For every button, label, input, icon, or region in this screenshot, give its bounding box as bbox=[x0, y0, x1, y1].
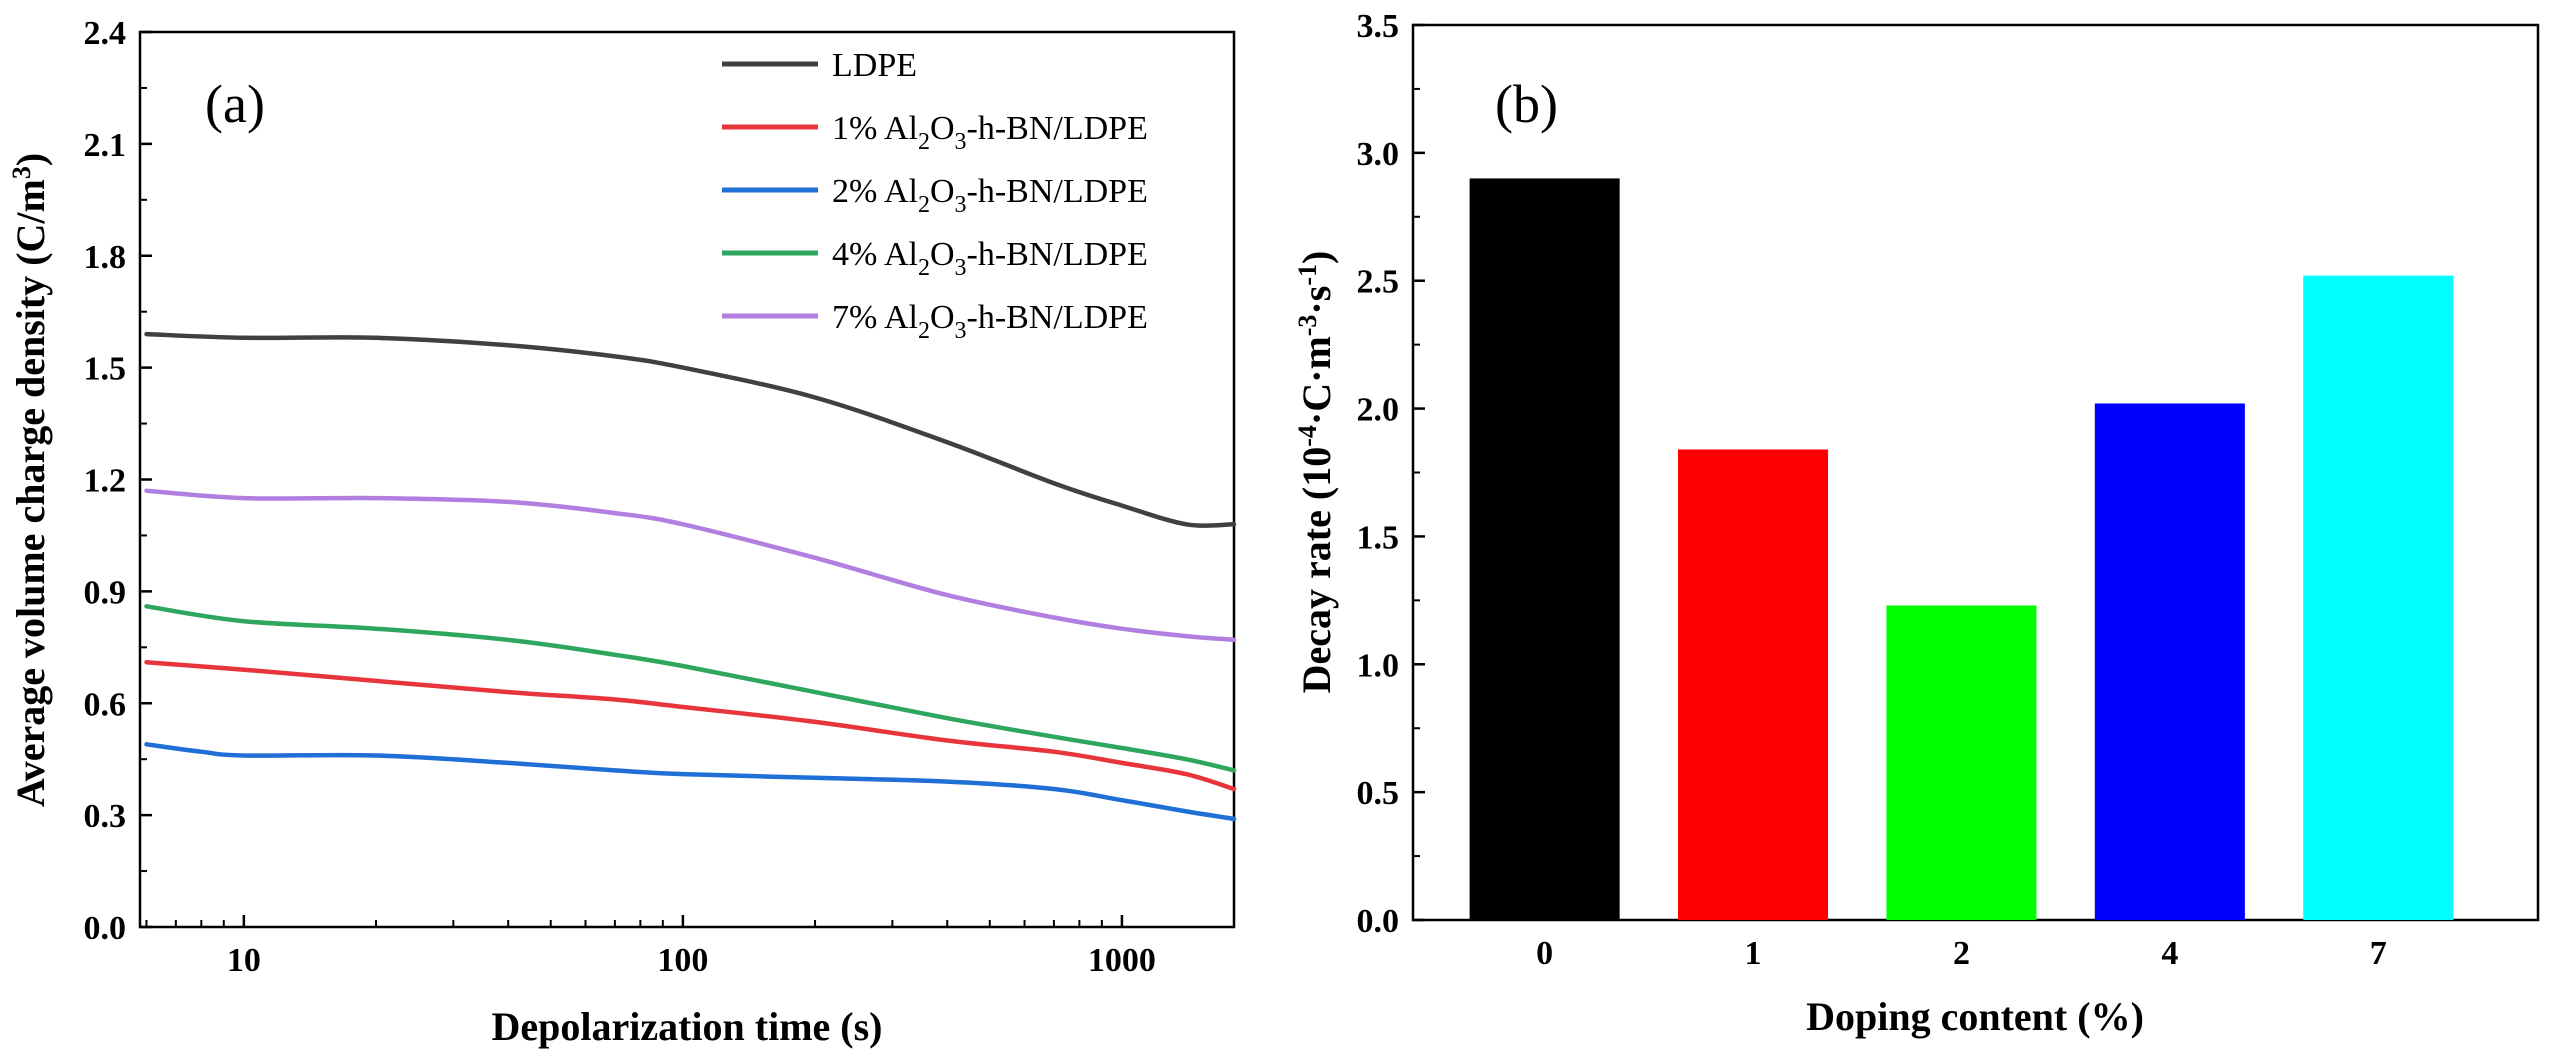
y-tick-label-a: 0.9 bbox=[84, 574, 127, 611]
y-axis-title-a: Average volume charge density (C/m3) bbox=[7, 153, 53, 807]
x-tick-label-b: 7 bbox=[2370, 935, 2387, 972]
bars bbox=[1469, 178, 2454, 921]
legend-label: 4% Al2O3-h-BN/LDPE bbox=[832, 236, 1148, 281]
panel-label-b: (b) bbox=[1495, 74, 1558, 134]
y-tick-label-a: 1.5 bbox=[84, 351, 127, 388]
bar bbox=[1469, 178, 1620, 920]
y-tick-label-a: 2.1 bbox=[84, 127, 127, 164]
panel-label-a: (a) bbox=[205, 74, 265, 134]
x-tick-label-a: 10 bbox=[227, 942, 261, 979]
series-line bbox=[144, 742, 1237, 822]
line-chart-panel: 0.0 0.3 0.6 0.9 1.2 1.5 1.8 2.1 2.4 10 100 1000 LDP… bbox=[7, 15, 1237, 1049]
y-tick-label-b: 0.0 bbox=[1357, 903, 1400, 940]
series-line bbox=[144, 331, 1237, 528]
y-tick-label-b: 1.0 bbox=[1357, 647, 1400, 684]
bar bbox=[1678, 449, 1829, 920]
series-line bbox=[144, 659, 1237, 792]
x-tick-label-a: 100 bbox=[657, 942, 708, 979]
y-tick-label-b: 2.0 bbox=[1357, 392, 1400, 429]
x-tick-label-b: 2 bbox=[1953, 935, 1970, 972]
series-line bbox=[144, 488, 1237, 643]
x-tick-label-b: 0 bbox=[1536, 935, 1553, 972]
axis-ticks-a: 0.0 0.3 0.6 0.9 1.2 1.5 1.8 2.1 2.4 10 100 1000 bbox=[84, 15, 1156, 979]
x-tick-label-b: 4 bbox=[2161, 935, 2178, 972]
y-tick-label-a: 0.0 bbox=[84, 910, 127, 947]
x-axis-title-b: Doping content (%) bbox=[1806, 994, 2144, 1039]
axis-ticks-b: 0.0 0.5 1.0 1.5 2.0 2.5 3.0 3.5 0 1 2 4 7 bbox=[1357, 8, 2387, 972]
series-line bbox=[144, 604, 1237, 773]
legend-label: 1% Al2O3-h-BN/LDPE bbox=[832, 110, 1148, 155]
y-tick-label-b: 1.5 bbox=[1357, 519, 1400, 556]
y-tick-label-a: 1.8 bbox=[84, 239, 127, 276]
y-tick-label-a: 1.2 bbox=[84, 463, 127, 500]
x-tick-label-a: 1000 bbox=[1088, 942, 1156, 979]
legend-a: LDPE 1% Al2O3-h-BN/LDPE 2% Al2O3-h-BN/LDPE… bbox=[722, 47, 1148, 344]
x-tick-label-b: 1 bbox=[1745, 935, 1762, 972]
y-axis-title-b: Decay rate (10-4·C·m-3·s-1) bbox=[1293, 251, 1339, 694]
bar bbox=[1886, 605, 2037, 920]
bar bbox=[2094, 403, 2245, 920]
y-tick-label-b: 2.5 bbox=[1357, 264, 1400, 301]
x-axis-title-a: Depolarization time (s) bbox=[491, 1004, 882, 1049]
legend-label: 7% Al2O3-h-BN/LDPE bbox=[832, 299, 1148, 344]
bar-chart-panel: 0.0 0.5 1.0 1.5 2.0 2.5 3.0 3.5 0 1 2 4 7 (b) Doping… bbox=[1293, 8, 2540, 1039]
y-tick-label-a: 2.4 bbox=[84, 15, 127, 52]
series-lines bbox=[144, 331, 1237, 822]
y-tick-label-b: 0.5 bbox=[1357, 775, 1400, 812]
y-tick-label-a: 0.3 bbox=[84, 798, 127, 835]
y-tick-label-b: 3.0 bbox=[1357, 136, 1400, 173]
y-tick-label-b: 3.5 bbox=[1357, 8, 1400, 45]
legend-label: 2% Al2O3-h-BN/LDPE bbox=[832, 173, 1148, 218]
bar bbox=[2303, 275, 2454, 921]
y-tick-label-a: 0.6 bbox=[84, 686, 127, 723]
legend-label: LDPE bbox=[832, 47, 917, 84]
